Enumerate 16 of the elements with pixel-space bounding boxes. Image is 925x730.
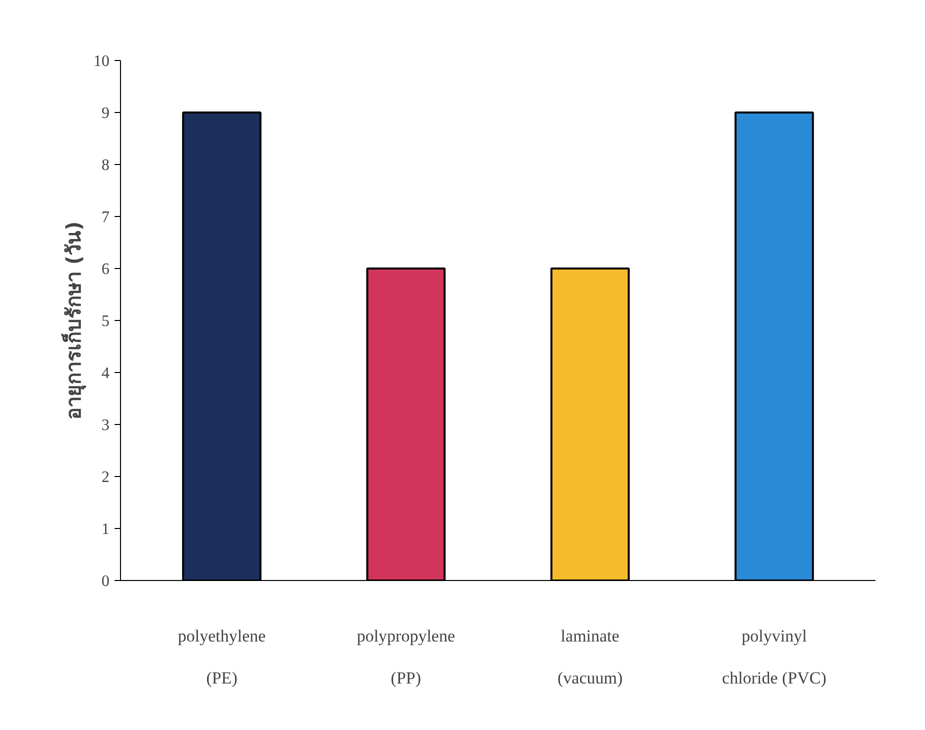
y-tick-label: 4 <box>102 365 110 382</box>
y-tick-label: 6 <box>102 261 110 278</box>
y-tick-label: 9 <box>102 105 110 122</box>
category-label: polypropylene (PP) <box>356 626 456 688</box>
y-tick-label: 5 <box>102 313 110 330</box>
y-tick-label: 2 <box>102 469 110 486</box>
category-label: laminate (vacuum) <box>558 626 623 688</box>
y-tick-label: 8 <box>102 157 110 174</box>
y-axis-title: อายุการเก็บรักษา (วัน) <box>60 221 86 420</box>
category-label: polyethylene (PE) <box>178 626 266 688</box>
y-tick-label: 10 <box>94 53 110 70</box>
y-tick-label: 3 <box>102 417 110 434</box>
category-label: polyvinyl chloride (PVC) <box>722 626 826 688</box>
y-tick-label: 1 <box>102 521 110 538</box>
y-tick-label: 7 <box>102 209 110 226</box>
y-tick-label: 0 <box>102 573 110 590</box>
